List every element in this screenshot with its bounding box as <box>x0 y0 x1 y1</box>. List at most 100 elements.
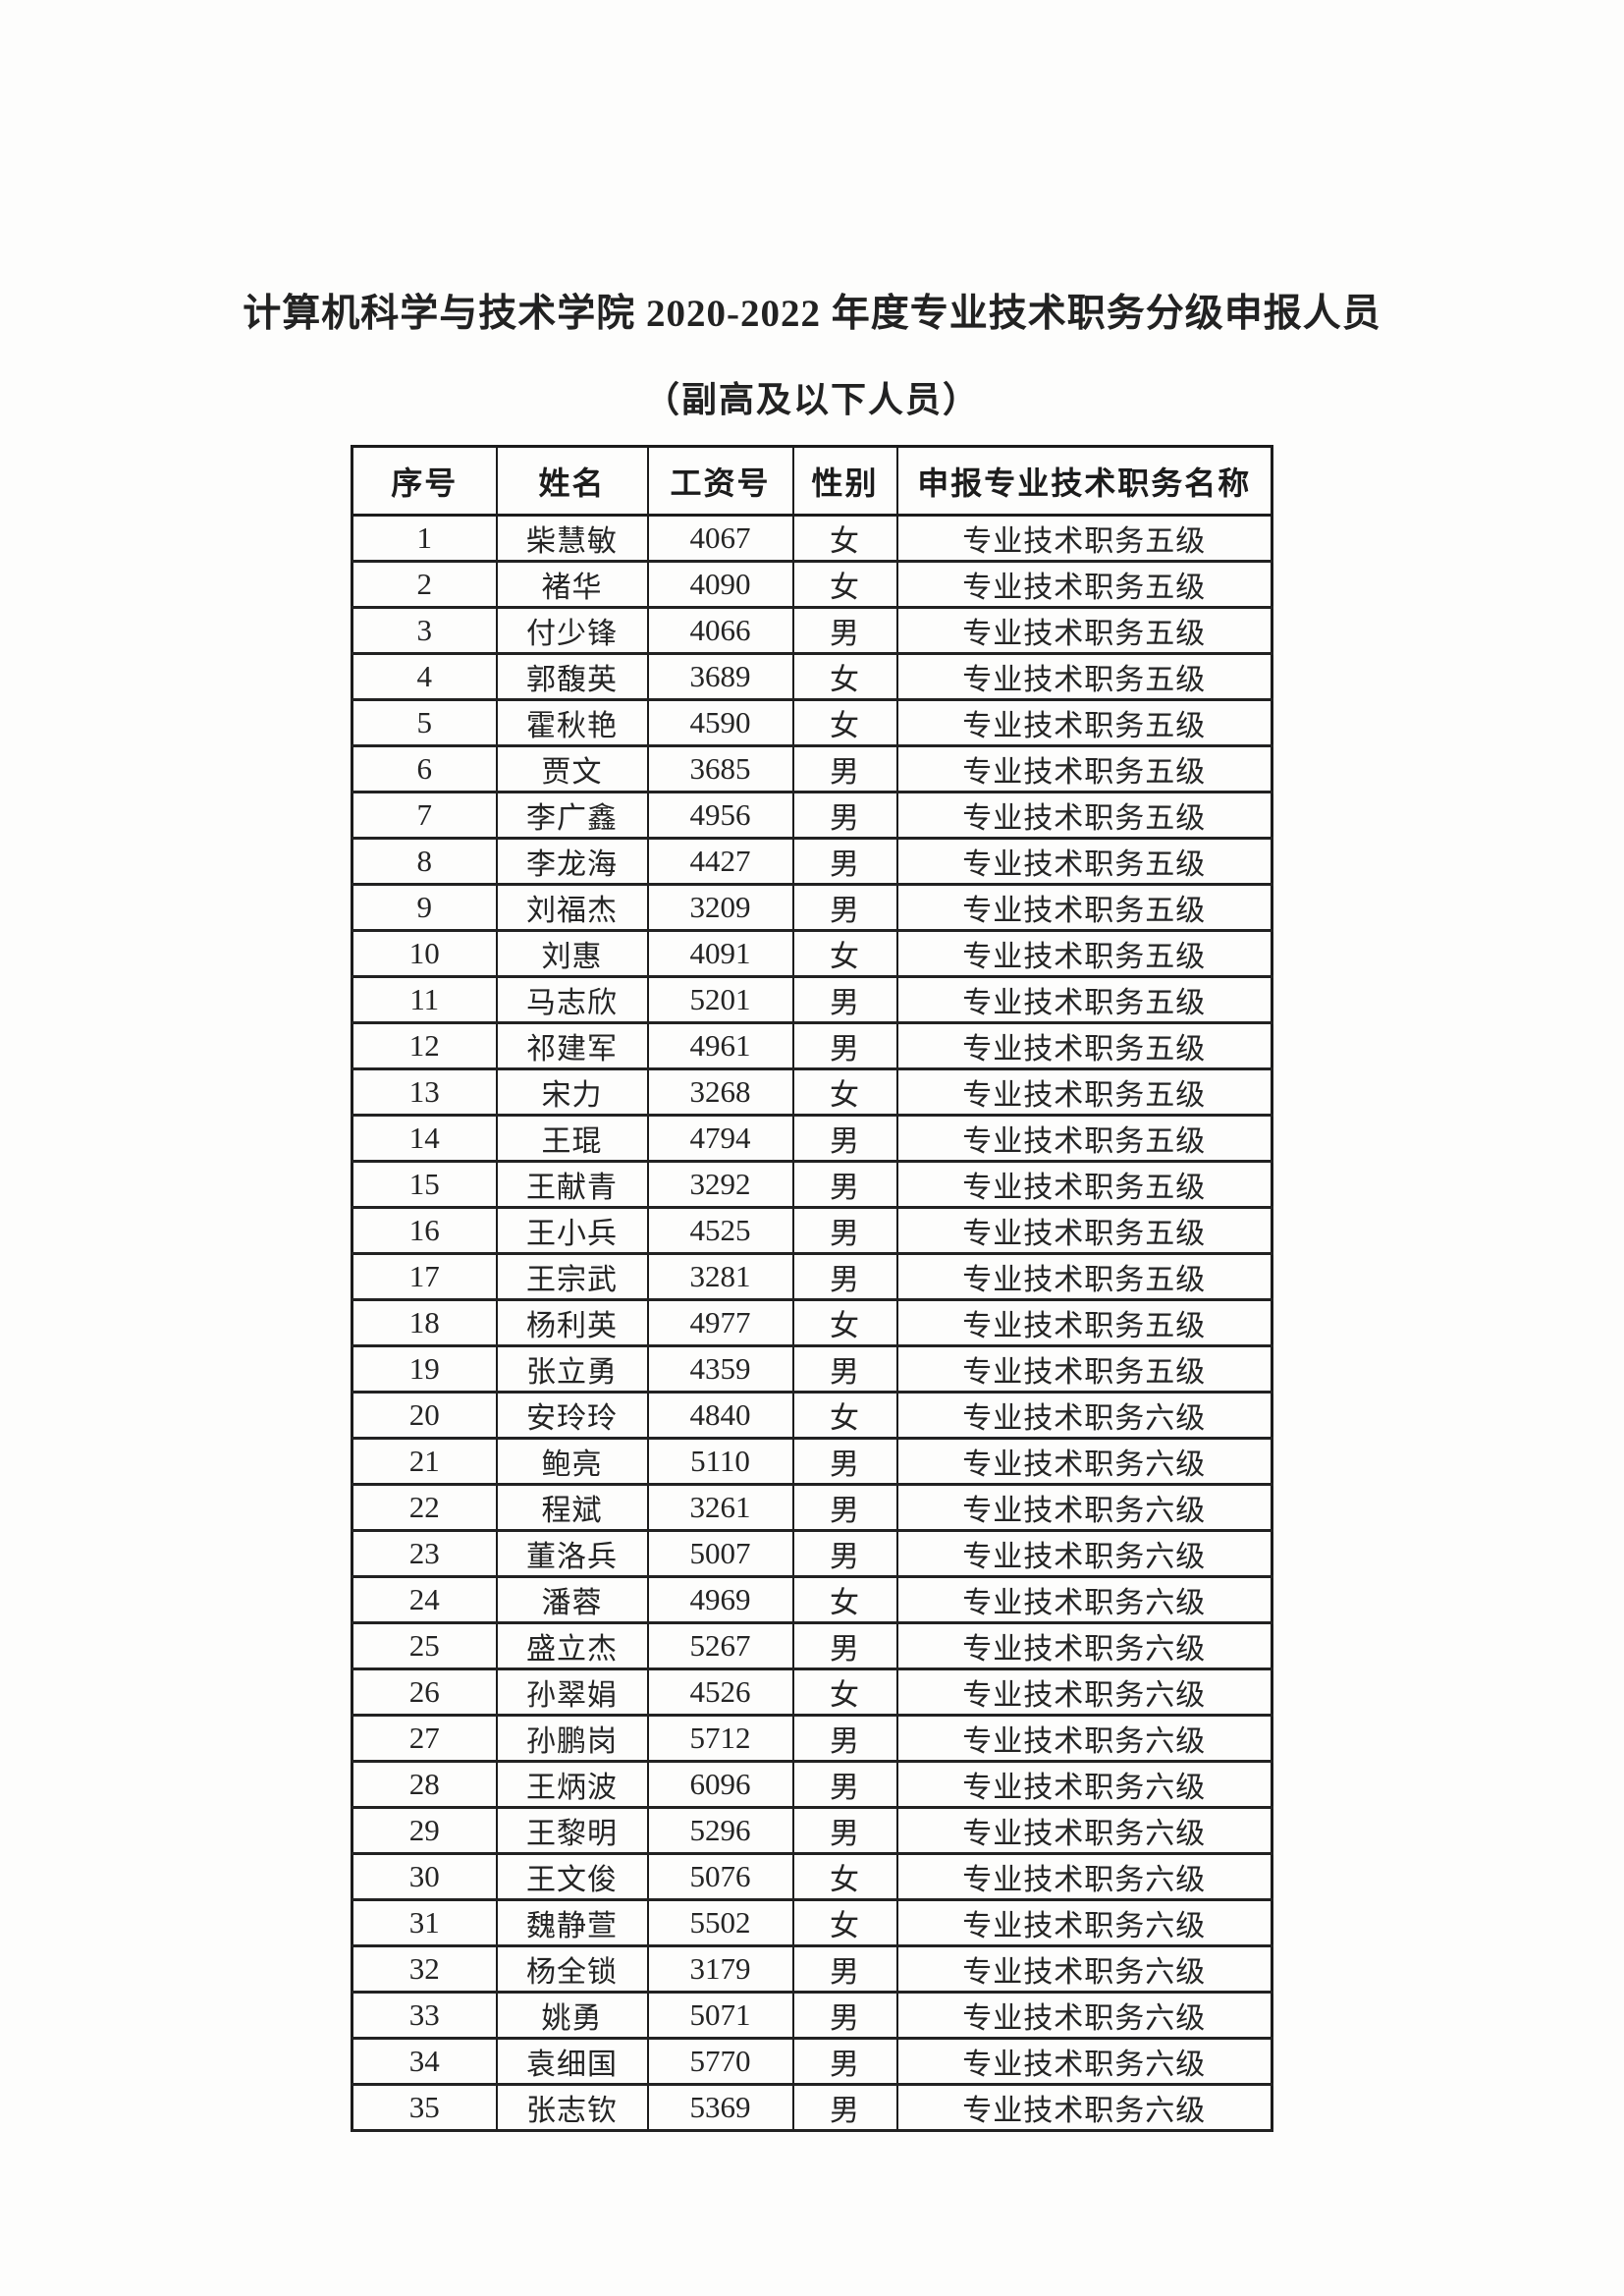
cell-position: 专业技术职务五级 <box>895 1206 1273 1255</box>
cell-name: 程斌 <box>495 1483 649 1532</box>
cell-index: 13 <box>351 1067 498 1117</box>
cell-index: 30 <box>351 1852 498 1901</box>
table-row: 2 褚华 4090 女专业技术职务五级 <box>351 560 1273 609</box>
cell-salary-no: 4525 <box>646 1206 794 1255</box>
cell-index: 23 <box>351 1529 498 1578</box>
table-row: 9 刘福杰 3209 男专业技术职务五级 <box>351 883 1273 932</box>
cell-gender: 女 <box>791 1067 898 1117</box>
cell-position: 专业技术职务六级 <box>895 1667 1273 1717</box>
cell-position: 专业技术职务六级 <box>895 1991 1273 2040</box>
table-row: 20 安玲玲 4840 女专业技术职务六级 <box>351 1391 1273 1440</box>
cell-position: 专业技术职务六级 <box>895 1714 1273 1763</box>
cell-position: 专业技术职务六级 <box>895 1760 1273 1809</box>
cell-name: 李广鑫 <box>495 791 649 840</box>
cell-salary-no: 3281 <box>646 1252 794 1301</box>
cell-salary-no: 4066 <box>646 606 794 655</box>
cell-index: 31 <box>351 1898 498 1947</box>
cell-position: 专业技术职务六级 <box>895 1529 1273 1578</box>
cell-index: 4 <box>351 652 498 701</box>
cell-position: 专业技术职务五级 <box>895 744 1273 793</box>
cell-name: 王琨 <box>495 1114 649 1163</box>
cell-salary-no: 3685 <box>646 744 794 793</box>
table-body: 1 柴慧敏 4067 女专业技术职务五级 2 褚华 4090 女专业技术职务五级 3 付少锋 406… <box>351 514 1273 2132</box>
table-row: 32 杨全锁 3179 男专业技术职务六级 <box>351 1944 1273 1994</box>
cell-salary-no: 5201 <box>646 975 794 1024</box>
cell-position: 专业技术职务五级 <box>895 791 1273 840</box>
table-row: 7 李广鑫 4956 男专业技术职务五级 <box>351 791 1273 840</box>
cell-gender: 男 <box>791 1483 898 1532</box>
cell-position: 专业技术职务六级 <box>895 1898 1273 1947</box>
document-subtitle: （副高及以下人员） <box>643 380 980 419</box>
cell-position: 专业技术职务五级 <box>895 883 1273 932</box>
cell-salary-no: 3209 <box>646 883 794 932</box>
cell-index: 3 <box>351 606 498 655</box>
cell-gender: 女 <box>791 929 898 978</box>
cell-name: 张立勇 <box>495 1344 649 1394</box>
cell-name: 孙鹏岗 <box>495 1714 649 1763</box>
cell-position: 专业技术职务五级 <box>895 1021 1273 1070</box>
cell-position: 专业技术职务五级 <box>895 606 1273 655</box>
cell-name: 刘福杰 <box>495 883 649 932</box>
cell-salary-no: 3689 <box>646 652 794 701</box>
cell-salary-no: 5076 <box>646 1852 794 1901</box>
cell-position: 专业技术职务五级 <box>895 1298 1273 1347</box>
cell-index: 1 <box>351 514 498 563</box>
table-row: 19 张立勇 4359 男专业技术职务五级 <box>351 1344 1273 1394</box>
cell-gender: 男 <box>791 791 898 840</box>
cell-name: 宋力 <box>495 1067 649 1117</box>
table-row: 4 郭馥英 3689 女专业技术职务五级 <box>351 652 1273 701</box>
cell-name: 褚华 <box>495 560 649 609</box>
cell-position: 专业技术职务五级 <box>895 652 1273 701</box>
cell-name: 鲍亮 <box>495 1437 649 1486</box>
cell-index: 5 <box>351 698 498 747</box>
table-row: 24 潘蓉 4969 女专业技术职务六级 <box>351 1575 1273 1624</box>
cell-name: 王献青 <box>495 1160 649 1209</box>
cell-index: 9 <box>351 883 498 932</box>
cell-position: 专业技术职务五级 <box>895 698 1273 747</box>
table-row: 5 霍秋艳 4590 女专业技术职务五级 <box>351 698 1273 747</box>
cell-position: 专业技术职务五级 <box>895 1067 1273 1117</box>
cell-name: 袁细国 <box>495 2037 649 2086</box>
cell-gender: 女 <box>791 698 898 747</box>
table-row: 34 袁细国 5770 男专业技术职务六级 <box>351 2037 1273 2086</box>
cell-name: 柴慧敏 <box>495 514 649 563</box>
cell-position: 专业技术职务五级 <box>895 837 1273 886</box>
cell-salary-no: 4091 <box>646 929 794 978</box>
cell-index: 28 <box>351 1760 498 1809</box>
cell-position: 专业技术职务五级 <box>895 1344 1273 1394</box>
cell-index: 12 <box>351 1021 498 1070</box>
col-header-name: 姓名 <box>495 446 649 517</box>
cell-name: 盛立杰 <box>495 1621 649 1670</box>
cell-gender: 男 <box>791 2083 898 2132</box>
table-row: 14 王琨 4794 男专业技术职务五级 <box>351 1114 1273 1163</box>
cell-index: 18 <box>351 1298 498 1347</box>
cell-name: 安玲玲 <box>495 1391 649 1440</box>
cell-index: 24 <box>351 1575 498 1624</box>
cell-name: 霍秋艳 <box>495 698 649 747</box>
cell-index: 2 <box>351 560 498 609</box>
cell-name: 王小兵 <box>495 1206 649 1255</box>
cell-index: 20 <box>351 1391 498 1440</box>
cell-gender: 男 <box>791 975 898 1024</box>
cell-salary-no: 6096 <box>646 1760 794 1809</box>
cell-position: 专业技术职务六级 <box>895 1575 1273 1624</box>
cell-salary-no: 5369 <box>646 2083 794 2132</box>
table-row: 12 祁建军 4961 男专业技术职务五级 <box>351 1021 1273 1070</box>
cell-salary-no: 4090 <box>646 560 794 609</box>
col-header-salary-no: 工资号 <box>646 446 794 517</box>
cell-position: 专业技术职务五级 <box>895 929 1273 978</box>
cell-name: 马志欣 <box>495 975 649 1024</box>
table-row: 17 王宗武 3281 男专业技术职务五级 <box>351 1252 1273 1301</box>
cell-gender: 男 <box>791 1714 898 1763</box>
cell-index: 32 <box>351 1944 498 1994</box>
table-row: 16 王小兵 4525 男专业技术职务五级 <box>351 1206 1273 1255</box>
cell-index: 22 <box>351 1483 498 1532</box>
cell-salary-no: 5071 <box>646 1991 794 2040</box>
cell-gender: 女 <box>791 1898 898 1947</box>
cell-index: 6 <box>351 744 498 793</box>
cell-salary-no: 4794 <box>646 1114 794 1163</box>
cell-index: 14 <box>351 1114 498 1163</box>
table-row: 28 王炳波 6096 男专业技术职务六级 <box>351 1760 1273 1809</box>
cell-salary-no: 4590 <box>646 698 794 747</box>
